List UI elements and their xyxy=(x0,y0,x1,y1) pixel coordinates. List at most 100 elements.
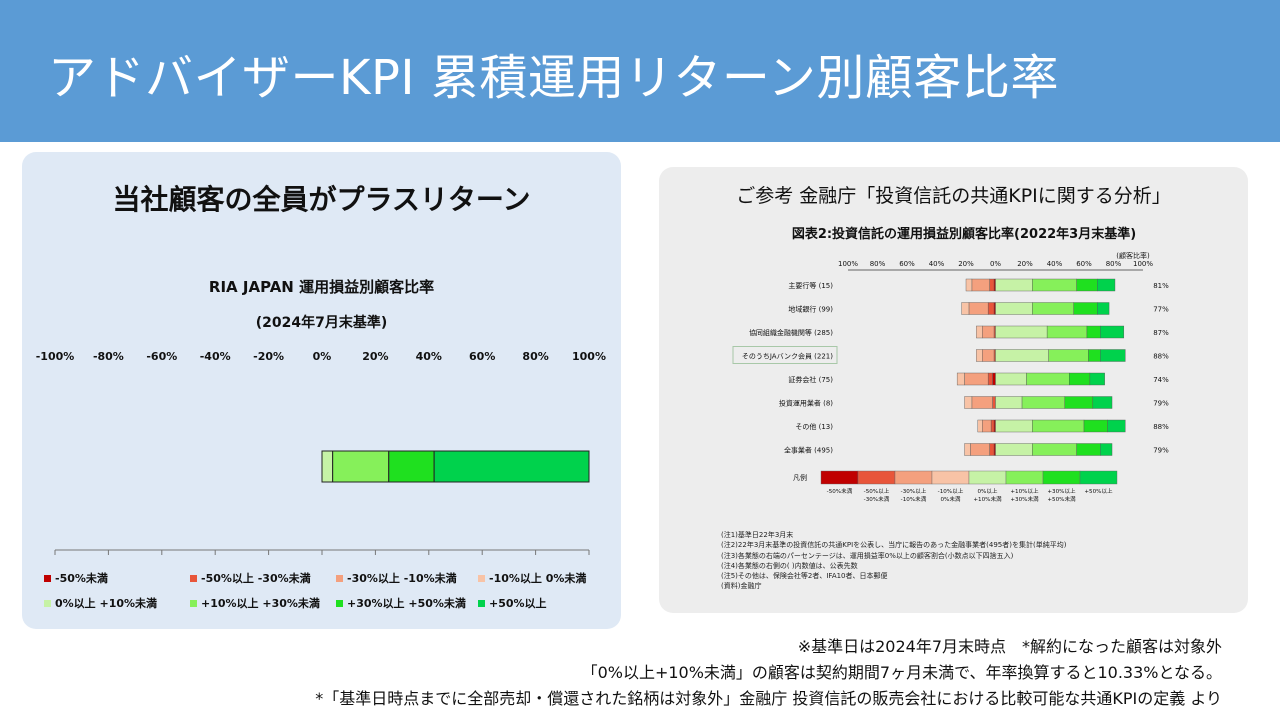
legend-item: +10%以上 +30%未満 xyxy=(190,595,320,611)
fsa-positive-pct: 74% xyxy=(1153,376,1169,384)
fsa-bar-segment xyxy=(995,349,1049,362)
fsa-bar-segment xyxy=(1092,396,1113,409)
x-tick-label: 60% xyxy=(469,350,495,363)
fsa-legend-label: -30%以上 xyxy=(901,487,927,495)
ria-chart: -100% -80% -60% -40% -20% 0% 20% 40% 60% 80% 100% xyxy=(36,350,606,555)
fsa-bar-segment xyxy=(977,419,983,433)
legend-label: +30%以上 +50%未満 xyxy=(347,597,466,610)
fsa-legend-swatch xyxy=(820,470,859,485)
fsa-bar-segment xyxy=(987,372,993,386)
footer-line-2: 「0%以上+10%未満」の顧客は契約期間7ヶ月未満で、年率換算すると10.33%… xyxy=(581,663,1222,682)
fsa-note: (注5)その他は、保険会社等2者、IFA10者、日本郵便 xyxy=(721,572,888,581)
fsa-bar-segment xyxy=(989,443,995,456)
fsa-bar-segment xyxy=(995,443,1033,456)
fsa-bar-segment xyxy=(995,396,1023,409)
fsa-positive-pct: 87% xyxy=(1153,329,1169,337)
fsa-bar-segment xyxy=(964,396,973,409)
fsa-bar-segment xyxy=(976,325,983,339)
x-tick-label: 100% xyxy=(572,350,606,363)
bar-segment-30-50 xyxy=(388,450,435,483)
legend-item: -50%未満 xyxy=(44,570,108,586)
fsa-bar-segment xyxy=(964,443,971,456)
fsa-bar-segment xyxy=(989,278,995,292)
fsa-bar-segment xyxy=(1021,396,1066,409)
ria-japan-panel: 当社顧客の全員がプラスリターン RIA JAPAN 運用損益別顧客比率 (202… xyxy=(22,152,621,629)
fsa-bar-segment xyxy=(993,278,996,292)
fsa-bar-segment xyxy=(982,325,995,339)
fsa-bar-segment xyxy=(968,302,989,315)
fsa-reference-panel: ご参考 金融庁「投資信託の共通KPIに関する分析」 100% 80% 60% 40% 2… xyxy=(659,167,1248,613)
fsa-row-label: 証券会社 (75) xyxy=(788,375,833,384)
fsa-bar-segment xyxy=(1064,396,1094,409)
fsa-bar-segment xyxy=(987,302,995,315)
left-panel-heading: 当社顧客の全員がプラスリターン xyxy=(112,183,531,216)
fsa-bar-segment xyxy=(1032,419,1085,433)
fsa-positive-pct: 88% xyxy=(1153,423,1169,431)
fsa-bar-segment xyxy=(956,372,965,386)
legend-label: +10%以上 +30%未満 xyxy=(201,597,320,610)
x-tick-label: 20% xyxy=(362,350,388,363)
fsa-bar-segment xyxy=(995,325,1048,339)
fsa-bar-segment xyxy=(1097,302,1110,315)
x-tick-label: -60% xyxy=(146,350,177,363)
fsa-legend-label: 0%未満 xyxy=(940,495,960,503)
fsa-bar-segment xyxy=(993,349,996,362)
bar-segment-50 xyxy=(433,450,590,483)
fsa-bar-segment xyxy=(964,372,989,386)
fsa-bar-segment xyxy=(1100,443,1113,456)
x-tick-label: -20% xyxy=(253,350,284,363)
fsa-legend-swatch xyxy=(931,470,970,485)
fsa-axis-note: (顧客比率) xyxy=(1116,251,1150,260)
fsa-notes: (注1)基準日22年3月末 (注2)22年3月末基準の投資信託の共通KPIを公表… xyxy=(721,530,1066,592)
fsa-bar-segment xyxy=(1032,302,1074,315)
x-tick-label: -100% xyxy=(36,350,75,363)
fsa-x-tick-label: 80% xyxy=(870,260,886,268)
fsa-chart: 100% 80% 60% 40% 20% 0% 20% 40% 60% 80% 100%(顧客比率)… xyxy=(732,251,1169,503)
fsa-bar-segment xyxy=(1076,443,1101,456)
reference-title: ご参考 金融庁「投資信託の共通KPIに関する分析」 xyxy=(736,185,1171,207)
fsa-row-label: 地域銀行 (99) xyxy=(788,305,833,314)
fsa-legend-swatch xyxy=(1079,470,1118,485)
fsa-bar-segment xyxy=(992,372,996,386)
fsa-note: (注4)各業態の右側の( )内数値は、公表先数 xyxy=(721,561,858,570)
fsa-x-tick-label: 20% xyxy=(958,260,974,268)
fsa-bar-segment xyxy=(1046,325,1088,339)
fsa-row-label: その他 (13) xyxy=(795,422,833,431)
legend-swatch xyxy=(44,574,51,582)
fsa-row-label: 全事業者 (495) xyxy=(784,446,833,455)
legend-swatch xyxy=(190,574,197,582)
fsa-bar-segment xyxy=(995,278,1033,292)
fsa-bar-segment xyxy=(993,443,996,456)
legend-item: +30%以上 +50%未満 xyxy=(336,595,466,611)
header-bar: アドバイザーKPI 累積運用リターン別顧客比率 xyxy=(0,0,1280,142)
fsa-legend-label: -50%以上 xyxy=(864,487,890,495)
fsa-bar-segment xyxy=(1048,349,1089,362)
legend-swatch xyxy=(478,574,485,582)
legend-item: -30%以上 -10%未満 xyxy=(336,570,457,586)
fsa-bar-segment xyxy=(993,419,996,433)
chart-subtitle: (2024年7月末基準) xyxy=(255,315,388,331)
x-tick-label: -80% xyxy=(93,350,124,363)
fsa-legend-label: 0%以上 xyxy=(977,487,997,495)
fsa-positive-pct: 79% xyxy=(1153,447,1169,455)
fsa-legend-label: +50%未満 xyxy=(1047,495,1076,503)
fsa-bar-segment xyxy=(1086,325,1101,339)
fsa-x-tick-label: 60% xyxy=(899,260,915,268)
fsa-figure: 100% 80% 60% 40% 20% 0% 20% 40% 60% 80% 100% (顧客比率)… xyxy=(721,219,1207,599)
fsa-positive-pct: 77% xyxy=(1153,306,1169,314)
legend-swatch xyxy=(478,599,485,607)
fsa-legend-swatch xyxy=(857,470,896,485)
fsa-note: (資料)金融庁 xyxy=(721,582,762,591)
fsa-positive-pct: 88% xyxy=(1153,353,1169,361)
fsa-bar-segment xyxy=(1100,349,1126,362)
legend-label: -30%以上 -10%未満 xyxy=(347,572,457,585)
fsa-note: (注1)基準日22年3月末 xyxy=(721,531,794,539)
fsa-bar-segment xyxy=(1069,372,1091,386)
fsa-bar-segment xyxy=(1097,278,1116,292)
fsa-bar-segment xyxy=(971,396,993,409)
legend-item: +50%以上 xyxy=(478,595,547,611)
fsa-x-tick-label: 80% xyxy=(1106,260,1122,268)
fsa-bar-segment xyxy=(995,302,1033,315)
x-tick-label: 40% xyxy=(416,350,442,363)
fsa-x-tick-label: 40% xyxy=(929,260,945,268)
